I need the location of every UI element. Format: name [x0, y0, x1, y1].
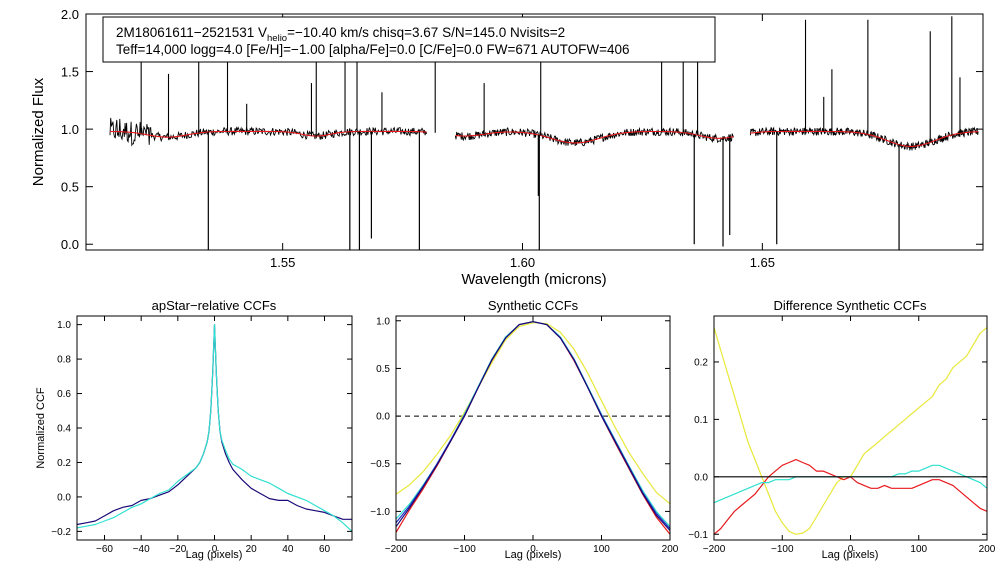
apstar-ccf-ytick-label: −0.2 — [51, 527, 71, 538]
apstar-ccf-xtick-label: 20 — [246, 544, 258, 555]
difference-ccf-xtick-label: −200 — [703, 544, 726, 555]
spectrum-ytick-label: 2.0 — [61, 7, 79, 22]
apstar-ccf-ytick-label: 0.6 — [57, 389, 71, 400]
difference-ccf-ticks: −200 −100 0 100 200 −0.1 0.0 0.1 0.2 — [688, 316, 996, 555]
synthetic-ccf-xtick-label: 0 — [530, 544, 536, 555]
spectrum-xtick-label: 1.55 — [270, 255, 295, 270]
synthetic-ccf-panel: −200 −100 0 100 200 −1.0 −0.5 0.0 0.5 1.0 Synthet… — [370, 298, 679, 561]
spectrum-ticks: 1.55 1.60 1.65 0.0 0.5 1.0 1.5 2.0 — [61, 7, 983, 270]
synthetic-ccf-data — [395, 321, 671, 535]
synthetic-ccf-title: Synthetic CCFs — [488, 298, 579, 313]
synthetic-ccf-series-yellow — [395, 322, 671, 505]
difference-ccf-title: Difference Synthetic CCFs — [774, 298, 927, 313]
difference-ccf-data — [713, 327, 988, 535]
difference-ccf-panel: −200 −100 0 100 200 −0.1 0.0 0.1 0.2 Difference … — [688, 298, 996, 561]
spectrum-axes-frame — [85, 13, 984, 251]
spectrum-xtick-label: 1.60 — [510, 255, 535, 270]
apstar-ccf-ytick-label: 1.0 — [57, 320, 71, 331]
apstar-ccf-ylabel: Normalized CCF — [35, 387, 47, 469]
difference-ccf-ytick-label: −0.1 — [688, 530, 708, 541]
apstar-ccf-title: apStar−relative CCFs — [152, 298, 277, 313]
apstar-ccf-ytick-label: 0.0 — [57, 492, 71, 503]
synthetic-ccf-ytick-label: −0.5 — [370, 459, 390, 470]
synthetic-ccf-xtick-label: −100 — [453, 544, 476, 555]
info-line-1-part1: 2M18061611−2521531 V — [116, 25, 267, 40]
apstar-ccf-series-cyan — [76, 324, 353, 532]
difference-ccf-xtick-label: 200 — [979, 544, 996, 555]
synthetic-ccf-ytick-label: 0.0 — [376, 412, 390, 423]
difference-ccf-xtick-label: 0 — [848, 544, 854, 555]
apstar-ccf-xtick-label: −60 — [96, 544, 113, 555]
apstar-ccf-panel: −60 −40 −20 0 20 40 60 −0.2 0.0 0.2 0.4 0.6 0.8 1.0 a… — [35, 298, 353, 561]
difference-ccf-series-red — [713, 459, 988, 535]
apstar-ccf-xtick-label: 40 — [282, 544, 294, 555]
apstar-ccf-ytick-label: 0.4 — [57, 424, 71, 435]
apstar-ccf-xtick-label: 60 — [319, 544, 331, 555]
spectrum-observed-chip-2 — [454, 126, 735, 147]
synthetic-ccf-ytick-label: 0.5 — [376, 364, 390, 375]
apstar-ccf-xtick-label: −20 — [169, 544, 186, 555]
info-line-1: 2M18061611−2521531 Vhelio=−10.40 km/s ch… — [116, 25, 565, 44]
synthetic-ccf-xlabel: Lag (pixels) — [505, 549, 562, 561]
synthetic-ccf-xtick-label: 200 — [662, 544, 679, 555]
synthetic-ccf-series-navy — [395, 321, 671, 531]
spectrum-model-chip-2 — [455, 130, 734, 144]
spectrum-ytick-label: 0.0 — [61, 237, 79, 252]
synthetic-ccf-ticks: −200 −100 0 100 200 −1.0 −0.5 0.0 0.5 1.0 — [370, 316, 679, 555]
synthetic-ccf-ytick-label: 1.0 — [376, 316, 390, 327]
spectrum-xlabel: Wavelength (microns) — [461, 271, 606, 288]
difference-ccf-xtick-label: −100 — [771, 544, 794, 555]
difference-ccf-ytick-label: 0.1 — [694, 415, 708, 426]
difference-ccf-series-yellow — [713, 327, 988, 535]
synthetic-ccf-ytick-label: −1.0 — [370, 507, 390, 518]
difference-ccf-xtick-label: 100 — [910, 544, 927, 555]
difference-ccf-xlabel: Lag (pixels) — [822, 549, 879, 561]
info-line-2: Teff=14,000 logg=4.0 [Fe/H]=−1.00 [alpha… — [116, 42, 630, 57]
spectrum-ylabel: Normalized Flux — [30, 77, 47, 186]
spectrum-panel: 1.55 1.60 1.65 0.0 0.5 1.0 1.5 2.0 2M18061611−2… — [30, 7, 984, 288]
apstar-ccf-ytick-label: 0.2 — [57, 458, 71, 469]
synthetic-ccf-axes-frame — [395, 315, 671, 541]
info-box — [102, 16, 716, 63]
spectrum-ytick-label: 1.0 — [61, 122, 79, 137]
apstar-ccf-axes-frame — [76, 315, 353, 541]
apstar-ccf-data — [76, 324, 353, 532]
info-line-1-subscript: helio — [267, 33, 287, 44]
apstar-ccf-xtick-label: −40 — [133, 544, 150, 555]
synthetic-ccf-xtick-label: −200 — [385, 544, 408, 555]
difference-ccf-axes-frame — [713, 315, 988, 541]
apstar-ccf-xtick-label: 0 — [212, 544, 218, 555]
apstar-ccf-series-navy — [76, 324, 352, 526]
difference-ccf-ytick-label: 0.2 — [694, 357, 708, 368]
info-line-1-part2: =−10.40 km/s chisq=3.67 S/N=145.0 Nvisit… — [287, 25, 565, 40]
apstar-ccf-ytick-label: 0.8 — [57, 355, 71, 366]
spectrum-ytick-label: 1.5 — [61, 65, 79, 80]
synthetic-ccf-series-red — [395, 321, 671, 535]
synthetic-ccf-series-blue — [395, 321, 671, 530]
spectrum-model-chip-1 — [110, 130, 427, 138]
difference-ccf-ytick-label: 0.0 — [694, 472, 708, 483]
spectrum-ytick-label: 0.5 — [61, 180, 79, 195]
synthetic-ccf-xtick-label: 100 — [593, 544, 610, 555]
apstar-ccf-xlabel: Lag (pixels) — [186, 549, 243, 561]
apstar-ccf-ticks: −60 −40 −20 0 20 40 60 −0.2 0.0 0.2 0.4 0.6 0.8 1.0 — [51, 316, 352, 555]
spectrum-model-chip-3 — [750, 130, 979, 147]
difference-ccf-series-cyan — [713, 464, 988, 504]
spectrum-xtick-label: 1.65 — [750, 255, 775, 270]
synthetic-ccf-series-cyan — [395, 321, 671, 528]
